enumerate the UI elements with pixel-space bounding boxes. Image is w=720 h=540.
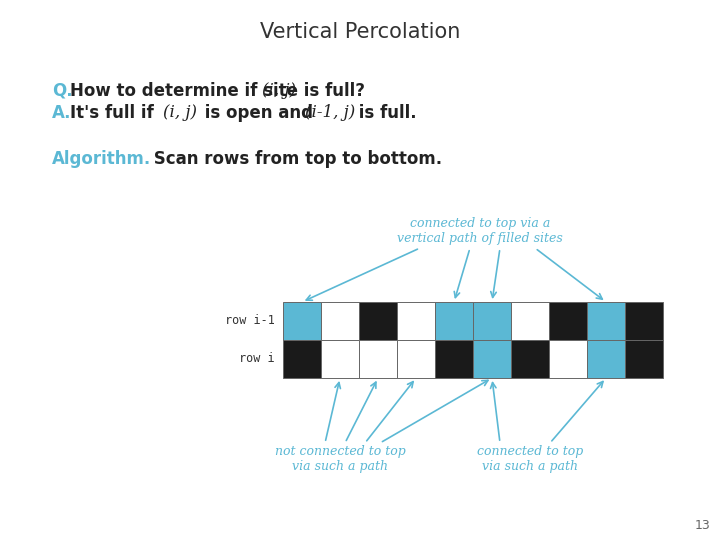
Text: It's full if: It's full if: [70, 104, 160, 122]
Text: (i, j): (i, j): [262, 82, 296, 99]
Text: row i: row i: [239, 353, 275, 366]
Bar: [625, 340, 663, 378]
Text: Q.: Q.: [52, 82, 73, 100]
Bar: [359, 340, 397, 378]
Bar: [511, 340, 549, 378]
Bar: [435, 340, 473, 378]
Text: row i-1: row i-1: [225, 314, 275, 327]
Bar: [549, 302, 587, 340]
Text: connected to top via a
vertical path of filled sites: connected to top via a vertical path of …: [397, 217, 563, 245]
Bar: [587, 340, 625, 378]
Bar: [283, 302, 321, 340]
Bar: [435, 302, 473, 340]
Text: (i, j): (i, j): [163, 104, 197, 121]
Text: connected to top
via such a path: connected to top via such a path: [477, 445, 583, 473]
Bar: [549, 340, 587, 378]
Bar: [511, 302, 549, 340]
Bar: [359, 302, 397, 340]
Text: Vertical Percolation: Vertical Percolation: [260, 22, 460, 42]
Bar: [283, 340, 321, 378]
Text: is full?: is full?: [298, 82, 365, 100]
Bar: [321, 302, 359, 340]
Text: A.: A.: [52, 104, 71, 122]
Bar: [397, 340, 435, 378]
Text: (i-1, j): (i-1, j): [305, 104, 355, 121]
Text: How to determine if site: How to determine if site: [70, 82, 304, 100]
Text: is open and: is open and: [199, 104, 319, 122]
Text: not connected to top
via such a path: not connected to top via such a path: [274, 445, 405, 473]
Bar: [625, 302, 663, 340]
Text: Scan rows from top to bottom.: Scan rows from top to bottom.: [148, 150, 442, 168]
Text: 13: 13: [694, 519, 710, 532]
Bar: [473, 302, 511, 340]
Bar: [397, 302, 435, 340]
Bar: [321, 340, 359, 378]
Text: is full.: is full.: [353, 104, 417, 122]
Bar: [587, 302, 625, 340]
Bar: [473, 340, 511, 378]
Text: Algorithm.: Algorithm.: [52, 150, 151, 168]
